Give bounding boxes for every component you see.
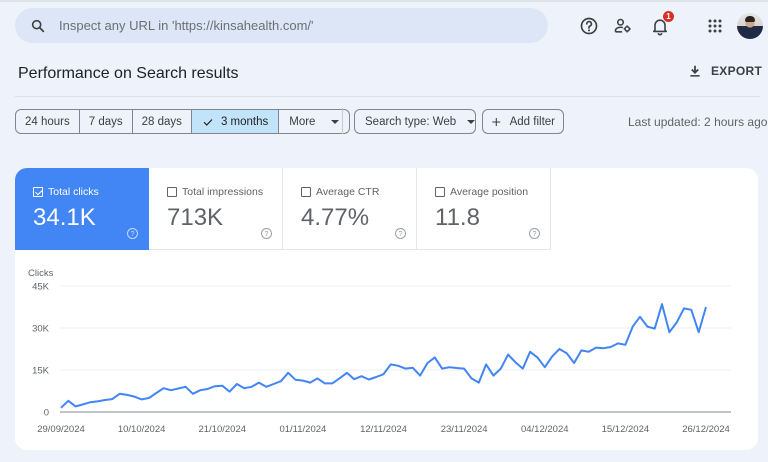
checkbox-icon[interactable] [301,187,311,197]
date-range-7-days[interactable]: 7 days [80,110,133,133]
x-tick-label: 21/10/2024 [198,424,246,435]
search-type-dropdown[interactable]: Search type: Web [354,109,476,134]
dropdown-caret-icon [331,119,340,124]
help-icon[interactable]: ? [127,228,138,239]
y-tick-label: 45K [32,282,50,293]
date-range-selector: 24 hours 7 days 28 days 3 months More [15,109,351,134]
metric-value: 34.1K [33,204,96,231]
filter-separator [342,108,343,134]
metric-total-clicks[interactable]: Total clicks 34.1K ? [15,168,149,250]
search-input[interactable] [59,18,519,33]
export-label: EXPORT [711,64,763,78]
add-filter-button[interactable]: Add filter [482,109,564,134]
y-tick-label: 15K [32,366,50,377]
help-icon[interactable] [577,14,601,38]
x-tick-label: 10/10/2024 [118,424,166,435]
url-inspection-search[interactable] [15,8,548,43]
check-icon [203,118,213,126]
export-button[interactable]: EXPORT [688,64,762,78]
x-tick-label: 01/11/2024 [279,424,326,435]
x-tick-label: 26/12/2024 [682,424,730,435]
top-border [0,0,768,2]
clicks-line-chart[interactable]: Clicks 0 15K 30K 45K 29/09/2024 10/10/2024 21/1… [15,168,758,450]
page-title: Performance on Search results [18,65,239,82]
manage-users-icon[interactable] [611,14,635,38]
help-icon[interactable]: ? [395,228,406,239]
y-tick-label: 30K [32,324,50,335]
download-icon [690,65,700,77]
x-tick-label: 29/09/2024 [37,424,85,435]
x-tick-label: 15/12/2024 [602,424,650,435]
header-divider [15,96,760,97]
clicks-series-line[interactable] [60,303,707,409]
metric-total-impressions[interactable]: Total impressions 713K ? [149,168,283,250]
checkbox-icon[interactable] [167,187,177,197]
date-range-more-dropdown[interactable]: More [279,110,349,133]
apps-grid-icon[interactable] [703,14,727,38]
metric-average-ctr[interactable]: Average CTR 4.77% ? [283,168,417,250]
checkbox-icon[interactable] [435,187,445,197]
notifications-icon[interactable]: 1 [648,11,674,38]
metric-value: 713K [167,204,224,231]
notification-badge: 1 [663,11,674,22]
y-axis-title: Clicks [28,268,54,279]
x-tick-label: 23/11/2024 [441,424,488,435]
x-tick-label: 12/11/2024 [360,424,407,435]
date-range-28-days[interactable]: 28 days [133,110,192,133]
date-range-24-hours[interactable]: 24 hours [16,110,80,133]
metric-value: 11.8 [435,204,480,231]
metric-average-position[interactable]: Average position 11.8 ? [417,168,551,250]
plus-icon [492,117,501,126]
help-icon[interactable]: ? [529,228,540,239]
search-icon [17,18,59,34]
help-icon[interactable]: ? [261,228,272,239]
avatar[interactable] [737,13,763,39]
date-range-3-months[interactable]: 3 months [191,110,280,133]
dropdown-caret-icon [467,119,476,124]
metric-value: 4.77% [301,204,370,231]
y-tick-label: 0 [44,408,49,419]
last-updated-text: Last updated: 2 hours ago [628,115,768,129]
checkbox-checked-icon[interactable] [33,187,43,197]
x-tick-label: 04/12/2024 [521,424,569,435]
performance-card: Total clicks 34.1K ? Total impressions 7… [15,168,758,450]
